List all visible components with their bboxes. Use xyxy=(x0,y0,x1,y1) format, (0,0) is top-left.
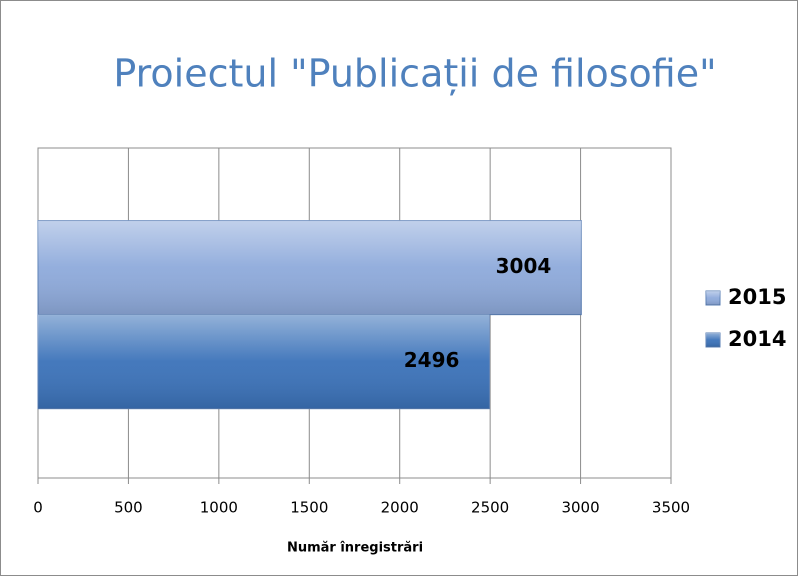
legend-swatch-shine xyxy=(706,333,720,347)
legend-label: 2015 xyxy=(728,285,786,309)
chart-title: Proiectul "Publicații de filosofie" xyxy=(113,52,716,96)
legend-label: 2014 xyxy=(728,327,786,351)
data-label: 3004 xyxy=(496,254,552,278)
x-tick-label: 3000 xyxy=(561,499,599,517)
x-tick-label: 2000 xyxy=(381,499,419,517)
legend-swatch-shine xyxy=(706,291,720,305)
x-tick-label: 1000 xyxy=(200,499,238,517)
x-tick-label: 500 xyxy=(114,499,143,517)
x-axis-label: Număr înregistrări xyxy=(287,541,423,556)
x-tick-label: 3500 xyxy=(652,499,690,517)
x-tick-label: 1500 xyxy=(290,499,328,517)
data-label: 2496 xyxy=(404,348,460,372)
x-tick-label: 0 xyxy=(33,499,43,517)
x-tick-label: 2500 xyxy=(471,499,509,517)
